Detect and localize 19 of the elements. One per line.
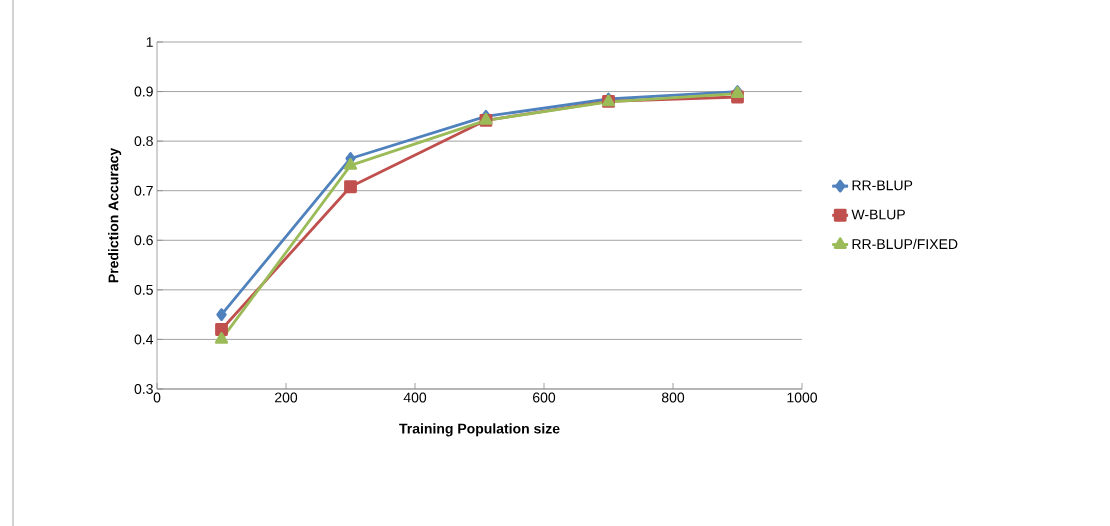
x-tick-label: 0 [153, 392, 161, 403]
x-axis-title: Training Population size [399, 423, 560, 437]
legend-label: W-BLUP [851, 209, 905, 220]
y-tick-label: 0.3 [134, 384, 153, 394]
x-tick-label: 1000 [787, 392, 818, 403]
legend-label: RR-BLUP/FIXED [852, 238, 958, 250]
x-tick-label: 600 [533, 392, 556, 403]
x-tick-label: 400 [403, 392, 427, 403]
y-tick-label: 0.4 [134, 334, 154, 345]
x-tick-label: 200 [275, 392, 298, 403]
y-tick-label: 0.6 [134, 235, 153, 246]
y-axis-title: Prediction Accuracy [108, 147, 122, 283]
y-tick-label: 1 [146, 37, 153, 47]
y-tick-label: 0.9 [134, 86, 153, 97]
y-tick-label: 0.7 [134, 185, 153, 196]
y-tick-label: 0.5 [134, 284, 153, 295]
y-tick-label: 0.8 [134, 136, 153, 147]
x-tick-label: 800 [661, 392, 685, 403]
legend-label: RR-BLUP [852, 180, 913, 191]
